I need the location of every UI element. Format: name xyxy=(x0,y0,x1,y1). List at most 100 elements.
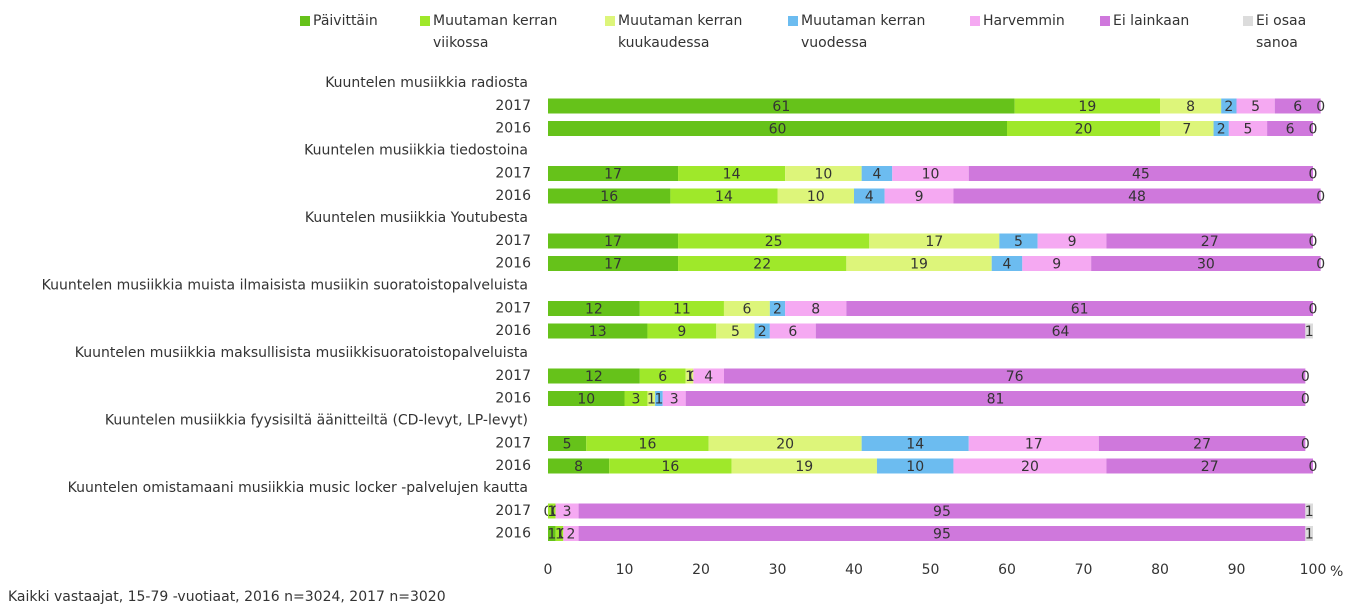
bar-segment xyxy=(548,121,1007,136)
legend-label: Päivittäin xyxy=(313,13,378,29)
value-label: 7 xyxy=(1182,122,1191,138)
x-axis-unit: % xyxy=(1330,564,1343,580)
bar-segment xyxy=(548,391,625,406)
bar-segment xyxy=(892,166,969,181)
value-label: 0 xyxy=(1309,167,1318,183)
value-label: 5 xyxy=(563,437,572,453)
value-label: 61 xyxy=(1071,302,1089,318)
value-label: 45 xyxy=(1132,167,1150,183)
value-label: 17 xyxy=(1025,437,1043,453)
bar-segment xyxy=(678,233,870,249)
y-tick-label: 2016 xyxy=(495,526,531,542)
value-label: 76 xyxy=(1006,369,1024,385)
value-label: 12 xyxy=(585,302,603,318)
legend-label: Muutaman kerran vuodessa xyxy=(801,13,926,51)
legend-item: Muutaman kerran kuukaudessa xyxy=(605,10,775,54)
bar-segment xyxy=(968,436,1099,451)
bar-segment xyxy=(647,323,717,339)
legend-swatch xyxy=(605,16,615,26)
bar-segment xyxy=(624,391,648,406)
bar-segment xyxy=(578,526,1306,541)
bar-segment xyxy=(609,458,732,474)
bar-segment xyxy=(1160,121,1214,136)
value-label: 4 xyxy=(872,167,881,183)
value-label: 6 xyxy=(658,369,667,385)
x-tick-label: 0 xyxy=(544,562,553,578)
bar-segment xyxy=(884,188,954,204)
bar-segment xyxy=(548,526,556,541)
bar-segment xyxy=(655,391,663,406)
value-label: 81 xyxy=(987,392,1005,408)
x-tick-label: 70 xyxy=(1075,562,1093,578)
value-label: 5 xyxy=(1014,234,1023,250)
bar-segment xyxy=(548,188,671,204)
value-label: 2 xyxy=(566,527,575,543)
bar-segment xyxy=(678,256,847,271)
bar-segment xyxy=(861,436,969,451)
bar-segment xyxy=(548,98,1015,114)
bar-segment xyxy=(1022,256,1092,271)
value-label: 27 xyxy=(1201,234,1219,250)
legend-item: Päivittäin xyxy=(300,10,410,32)
value-label: 0 xyxy=(1309,302,1318,318)
legend-swatch xyxy=(1100,16,1110,26)
bar-segment xyxy=(685,368,694,384)
y-tick-label: 2017 xyxy=(495,98,531,114)
value-label: 14 xyxy=(906,437,924,453)
bar-segment xyxy=(1213,121,1229,136)
bar-segment xyxy=(548,436,587,451)
value-label: 13 xyxy=(589,324,607,340)
value-label: 5 xyxy=(1251,99,1260,115)
bar-segment xyxy=(1236,98,1275,114)
value-label: 2 xyxy=(1224,99,1233,115)
legend-label: Harvemmin xyxy=(983,13,1065,29)
value-label: 17 xyxy=(604,257,622,273)
legend-label: Ei lainkaan xyxy=(1113,13,1190,29)
bar-segment xyxy=(578,503,1306,519)
value-label: 20 xyxy=(776,437,794,453)
value-label: 17 xyxy=(925,234,943,250)
bar-segment xyxy=(769,323,816,339)
value-label: 17 xyxy=(604,234,622,250)
value-label: 0 xyxy=(1301,369,1310,385)
bar-segment xyxy=(563,526,579,541)
bar-segment xyxy=(1106,458,1313,474)
value-label: 20 xyxy=(1075,122,1093,138)
legend-item: Harvemmin xyxy=(970,10,1090,32)
bar-segment xyxy=(1267,121,1313,136)
y-tick-label: 2016 xyxy=(495,121,531,137)
bar-segment xyxy=(1228,121,1268,136)
bar-segment xyxy=(953,188,1321,204)
value-label: 9 xyxy=(1052,257,1061,273)
y-tick-label: 2016 xyxy=(495,256,531,272)
value-label: 1 xyxy=(547,527,556,543)
bar-segment xyxy=(991,256,1023,271)
bar-segment xyxy=(548,368,640,384)
value-label: 1 xyxy=(654,392,663,408)
value-label: 0 xyxy=(1309,122,1318,138)
bar-segment xyxy=(953,458,1107,474)
x-tick-label: 80 xyxy=(1151,562,1169,578)
value-label: 27 xyxy=(1193,437,1211,453)
value-label: 1 xyxy=(555,527,564,543)
bar-segment xyxy=(1007,121,1160,136)
value-label: 8 xyxy=(811,302,820,318)
value-label: 61 xyxy=(772,99,790,115)
bar-segment xyxy=(548,256,679,271)
bar-segment xyxy=(1305,526,1313,541)
value-label: 1 xyxy=(1305,527,1314,543)
group-label: Kuuntelen musiikkia tiedostoina xyxy=(304,143,528,159)
x-tick-label: 90 xyxy=(1228,562,1246,578)
value-label: 9 xyxy=(1068,234,1077,250)
legend-item: Ei osaa sanoa xyxy=(1243,10,1313,54)
value-label: 1 xyxy=(685,369,694,385)
y-tick-label: 2016 xyxy=(495,323,531,339)
value-label: 30 xyxy=(1197,257,1215,273)
legend-label: Muutaman kerran kuukaudessa xyxy=(618,13,743,51)
value-label: 95 xyxy=(933,504,951,520)
legend-label: Ei osaa sanoa xyxy=(1256,13,1307,51)
legend-label: Muutaman kerran viikossa xyxy=(433,13,558,51)
value-label: 2 xyxy=(1217,122,1226,138)
value-label: 1 xyxy=(647,392,656,408)
